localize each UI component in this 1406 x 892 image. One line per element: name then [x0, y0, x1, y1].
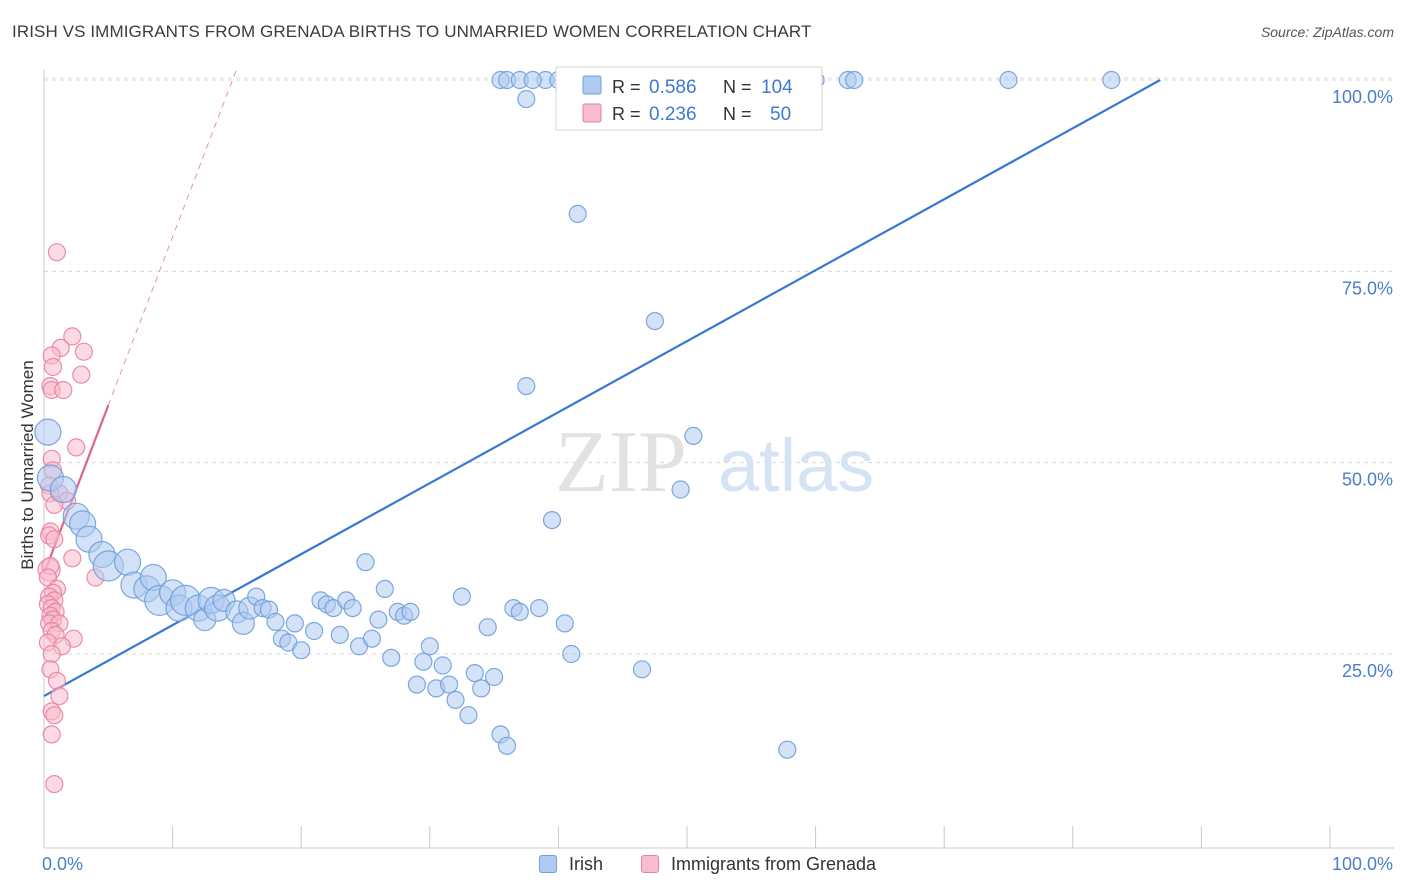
irish-point-60 — [485, 667, 504, 687]
irish-point-64 — [510, 602, 529, 622]
irish-point-78 — [632, 660, 652, 679]
irish-r-value: 0.586 — [649, 77, 697, 98]
y-tick-label-100: 100.0% — [1332, 87, 1393, 107]
irish-point-93 — [999, 70, 1018, 90]
grenada-n-label: N = — [723, 104, 752, 124]
irish-point-41 — [362, 629, 381, 648]
irish-point-57 — [465, 663, 484, 683]
watermark: ZIP atlas — [555, 414, 874, 511]
grenada-point-42 — [42, 644, 61, 664]
x-tick-label-0: 0.0% — [42, 854, 83, 874]
tick-labels: 25.0% 50.0% 75.0% 100.0% 0.0% 100.0% — [42, 87, 1393, 874]
grenada-point-22 — [63, 549, 82, 568]
irish-point-27 — [266, 612, 285, 632]
irish-point-56 — [459, 706, 478, 725]
irish-point-98 — [523, 70, 542, 90]
irish-point-71 — [562, 644, 581, 664]
irish-n-value: 104 — [761, 77, 793, 98]
irish-point-66 — [529, 598, 549, 618]
irish-point-30 — [285, 614, 304, 633]
grenada-point-48 — [42, 725, 61, 744]
grenada-stats-swatch — [582, 103, 602, 123]
legend-grenada[interactable]: Immigrants from Grenada — [641, 852, 876, 876]
irish-point-92 — [845, 70, 864, 90]
irish-point-38 — [343, 598, 362, 618]
irish-point-59 — [478, 618, 497, 637]
stats-box: R = 0.586 N = 104 R = 0.236 N = 50 — [555, 66, 823, 131]
chart-title: IRISH VS IMMIGRANTS FROM GRENADA BIRTHS … — [12, 22, 812, 41]
irish-point-42 — [369, 610, 388, 629]
grenada-trend-extension — [107, 68, 238, 406]
source-label: Source: ZipAtlas.com — [1260, 24, 1394, 40]
irish-point-58 — [472, 679, 491, 698]
grenada-point-20 — [45, 530, 64, 549]
grenada-point-1 — [63, 327, 82, 346]
legend-grenada-swatch — [641, 855, 659, 873]
grenada-point-44 — [47, 671, 67, 690]
irish-point-2 — [49, 475, 77, 504]
irish-point-48 — [407, 675, 426, 694]
legend-irish[interactable]: Irish — [539, 852, 603, 876]
grenada-point-10 — [67, 438, 86, 457]
y-tick-label-25: 25.0% — [1342, 661, 1393, 681]
legend-irish-swatch — [539, 855, 557, 873]
grenada-point-3 — [74, 342, 94, 361]
grenada-point-0 — [47, 243, 67, 262]
grenada-r-value: 0.236 — [649, 104, 697, 125]
irish-point-8 — [113, 548, 142, 576]
irish-point-83 — [517, 377, 536, 396]
irish-n-label: N = — [723, 77, 752, 97]
irish-point-68 — [542, 510, 562, 530]
grenada-points — [37, 243, 105, 794]
irish-point-53 — [440, 675, 459, 694]
irish-point-0 — [34, 418, 62, 446]
irish-point-32 — [305, 621, 324, 641]
grenada-n-value: 50 — [770, 104, 791, 125]
irish-point-82 — [684, 426, 703, 445]
grenada-point-49 — [45, 774, 64, 794]
axes — [43, 70, 1394, 849]
grid-lines — [44, 77, 1394, 655]
grenada-point-9 — [54, 380, 73, 400]
grenada-point-47 — [45, 706, 64, 725]
y-axis-label: Births to Unmarried Women — [18, 360, 37, 569]
irish-point-85 — [645, 312, 665, 331]
irish-point-54 — [446, 690, 465, 710]
irish-point-44 — [382, 648, 401, 667]
grenada-point-45 — [50, 686, 69, 706]
legend-grenada-label: Immigrants from Grenada — [671, 853, 877, 874]
irish-point-49 — [414, 652, 433, 671]
irish-r-label: R = — [612, 77, 641, 97]
irish-point-40 — [356, 553, 375, 572]
irish-point-43 — [375, 579, 394, 599]
irish-point-47 — [401, 602, 420, 622]
irish-point-36 — [330, 625, 349, 645]
legend-irish-label: Irish — [569, 853, 604, 874]
irish-point-70 — [555, 614, 574, 633]
irish-point-65 — [517, 89, 536, 109]
irish-point-84 — [671, 480, 690, 499]
grenada-r-label: R = — [612, 104, 641, 124]
irish-stats-swatch — [582, 75, 602, 95]
irish-point-31 — [292, 641, 311, 660]
irish-point-86 — [778, 740, 797, 759]
y-tick-label-75: 75.0% — [1342, 278, 1393, 298]
grenada-point-6 — [72, 365, 91, 384]
irish-point-55 — [452, 587, 471, 606]
irish-point-50 — [420, 637, 439, 656]
irish-point-94 — [1102, 70, 1121, 90]
x-tick-label-100: 100.0% — [1332, 854, 1393, 874]
grenada-point-5 — [43, 357, 63, 377]
irish-point-52 — [433, 656, 452, 675]
irish-point-72 — [568, 204, 587, 223]
y-tick-label-50: 50.0% — [1342, 470, 1393, 490]
watermark-atlas: atlas — [718, 424, 874, 507]
watermark-zip: ZIP — [555, 414, 687, 511]
irish-point-62 — [497, 736, 517, 755]
